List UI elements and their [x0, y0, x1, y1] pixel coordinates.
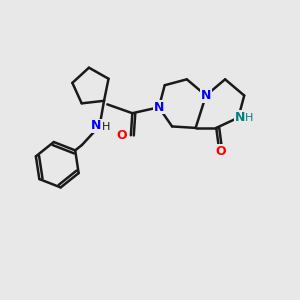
Text: H: H — [102, 122, 110, 132]
Text: O: O — [116, 129, 127, 142]
Text: N: N — [235, 111, 245, 124]
Text: N: N — [154, 101, 164, 114]
Bar — [94, 122, 105, 130]
Text: H: H — [245, 112, 254, 123]
Text: O: O — [215, 145, 226, 158]
Text: N: N — [91, 119, 101, 132]
Text: N: N — [201, 89, 211, 102]
